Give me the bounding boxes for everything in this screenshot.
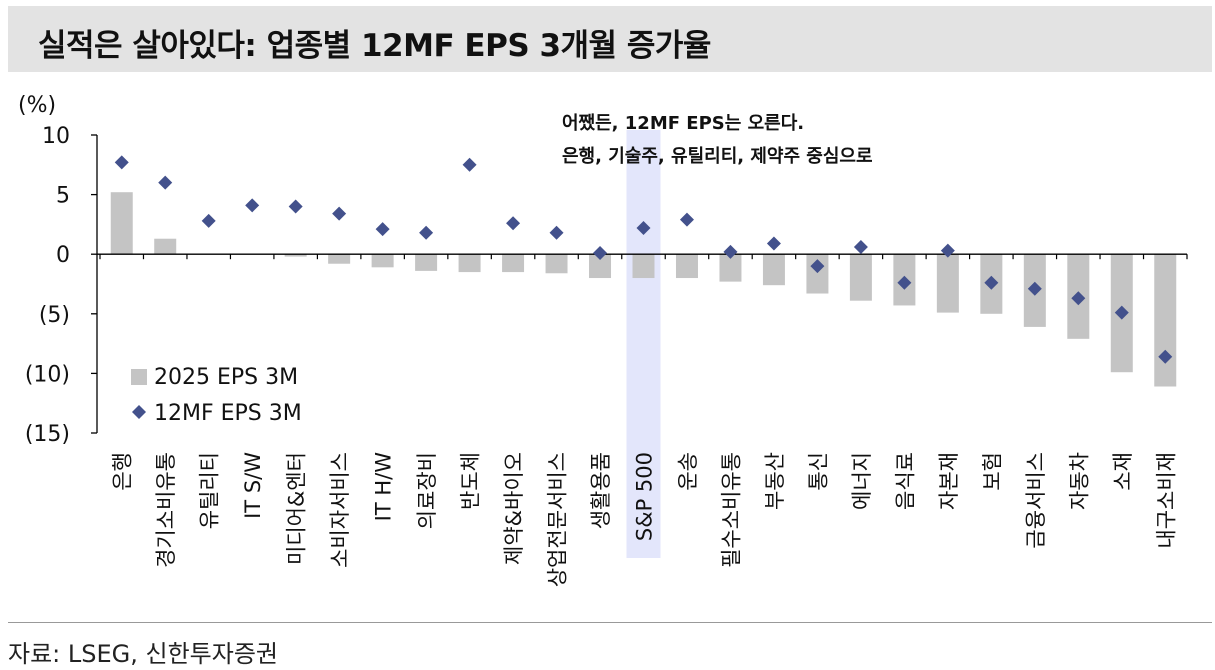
annotation-line-2: 은행, 기술주, 유틸리티, 제약주 중심으로 [562,145,873,167]
y-tick-label: (5) [39,303,70,328]
diamond-16 [810,259,825,274]
bar-9 [502,254,525,273]
category-label: 에너지 [850,452,874,510]
legend-label-bar: 2025 EPS 3M [154,365,298,390]
diamond-9 [506,216,521,231]
chart-area: 10 5 0 (5) (10) (15) (%) 은행 경기소비유통 유틸리티 IT S/W 미디어&… [18,93,1188,587]
category-label: 필수소비유통 [719,452,743,568]
diamond-13 [679,212,694,227]
bar-7 [415,254,438,271]
diamond-24 [1158,349,1173,364]
source-divider [8,622,1212,623]
diamond-22 [1071,291,1086,306]
category-label: 보험 [980,452,1004,491]
title-bar: 실적은 살아있다: 업종별 12MF EPS 3개월 증가율 [8,6,1212,72]
category-label: 내구소비재 [1154,452,1178,549]
diamond-2 [201,213,216,228]
bar-12 [632,254,655,279]
y-tick-label: 5 [56,184,70,209]
diamond-6 [375,222,390,237]
category-label: 미디어&엔터 [285,452,309,565]
diamond-20 [984,275,999,290]
y-tick-label: 0 [56,243,70,268]
bar-13 [675,254,698,279]
legend-label-diamond: 12MF EPS 3M [154,401,302,426]
annotation-line-1: 어쨌든, 12MF EPS는 오른다. [562,113,804,134]
category-label: 제약&바이오 [502,452,526,565]
diamond-7 [419,225,434,240]
source-note: 자료: LSEG, 신한투자증권 [8,640,278,668]
category-label: S&P 500 [633,452,657,541]
bar-19 [936,254,959,313]
category-label: 의료장비 [415,452,439,529]
bar-24 [1154,254,1177,387]
category-label: 반도체 [459,452,483,510]
category-label: 생활용품 [589,452,613,529]
bar-1 [154,238,177,255]
y-tick-label: 10 [42,124,70,149]
diamond-23 [1114,305,1129,320]
diamond-18 [897,275,912,290]
category-label: 음식료 [893,452,917,510]
category-label: 금융서비스 [1024,452,1048,549]
bar-0 [110,192,133,255]
category-label: 자동차 [1067,452,1091,510]
bar-16 [806,254,829,294]
diamond-4 [288,199,303,214]
category-label: 운송 [676,452,700,491]
diamond-12 [636,220,651,235]
category-label: 부동산 [763,452,787,510]
category-label: 소비자서비스 [328,452,352,568]
category-label: 자본재 [937,452,961,510]
category-label: 경기소비유통 [154,452,178,568]
category-label: IT S/W [241,452,265,519]
diamond-17 [853,240,868,255]
category-label: 소재 [1111,452,1135,491]
category-label: 통신 [806,452,830,491]
diamond-19 [940,243,955,258]
y-tick-label: (15) [25,422,70,447]
highlight-band [626,130,661,558]
category-label: 상업전문서비스 [546,452,570,587]
diamond-5 [332,206,347,221]
y-tick-label: (10) [25,362,70,387]
bar-10 [545,254,568,274]
legend-swatch-diamond [132,405,146,419]
diamond-3 [245,198,260,213]
diamond-8 [462,157,477,172]
bar-8 [458,254,481,273]
diamond-1 [158,175,173,190]
bar-17 [849,254,872,301]
bar-11 [589,254,612,279]
bar-14 [719,254,742,282]
bar-15 [762,254,785,286]
category-label: IT H/W [372,452,396,522]
bar-5 [328,254,351,264]
y-axis-label: (%) [18,93,56,118]
diamond-15 [766,236,781,251]
diamond-0 [114,155,129,170]
diamond-21 [1027,281,1042,296]
chart-title: 실적은 살아있다: 업종별 12MF EPS 3개월 증가율 [38,28,711,64]
category-label: 유틸리티 [198,452,222,529]
bar-6 [371,254,394,268]
diamond-11 [593,246,608,261]
diamond-14 [723,244,738,259]
diamond-10 [549,225,564,240]
legend-swatch-bar [131,369,147,385]
category-label: 은행 [111,452,135,491]
bar-4 [284,254,307,257]
